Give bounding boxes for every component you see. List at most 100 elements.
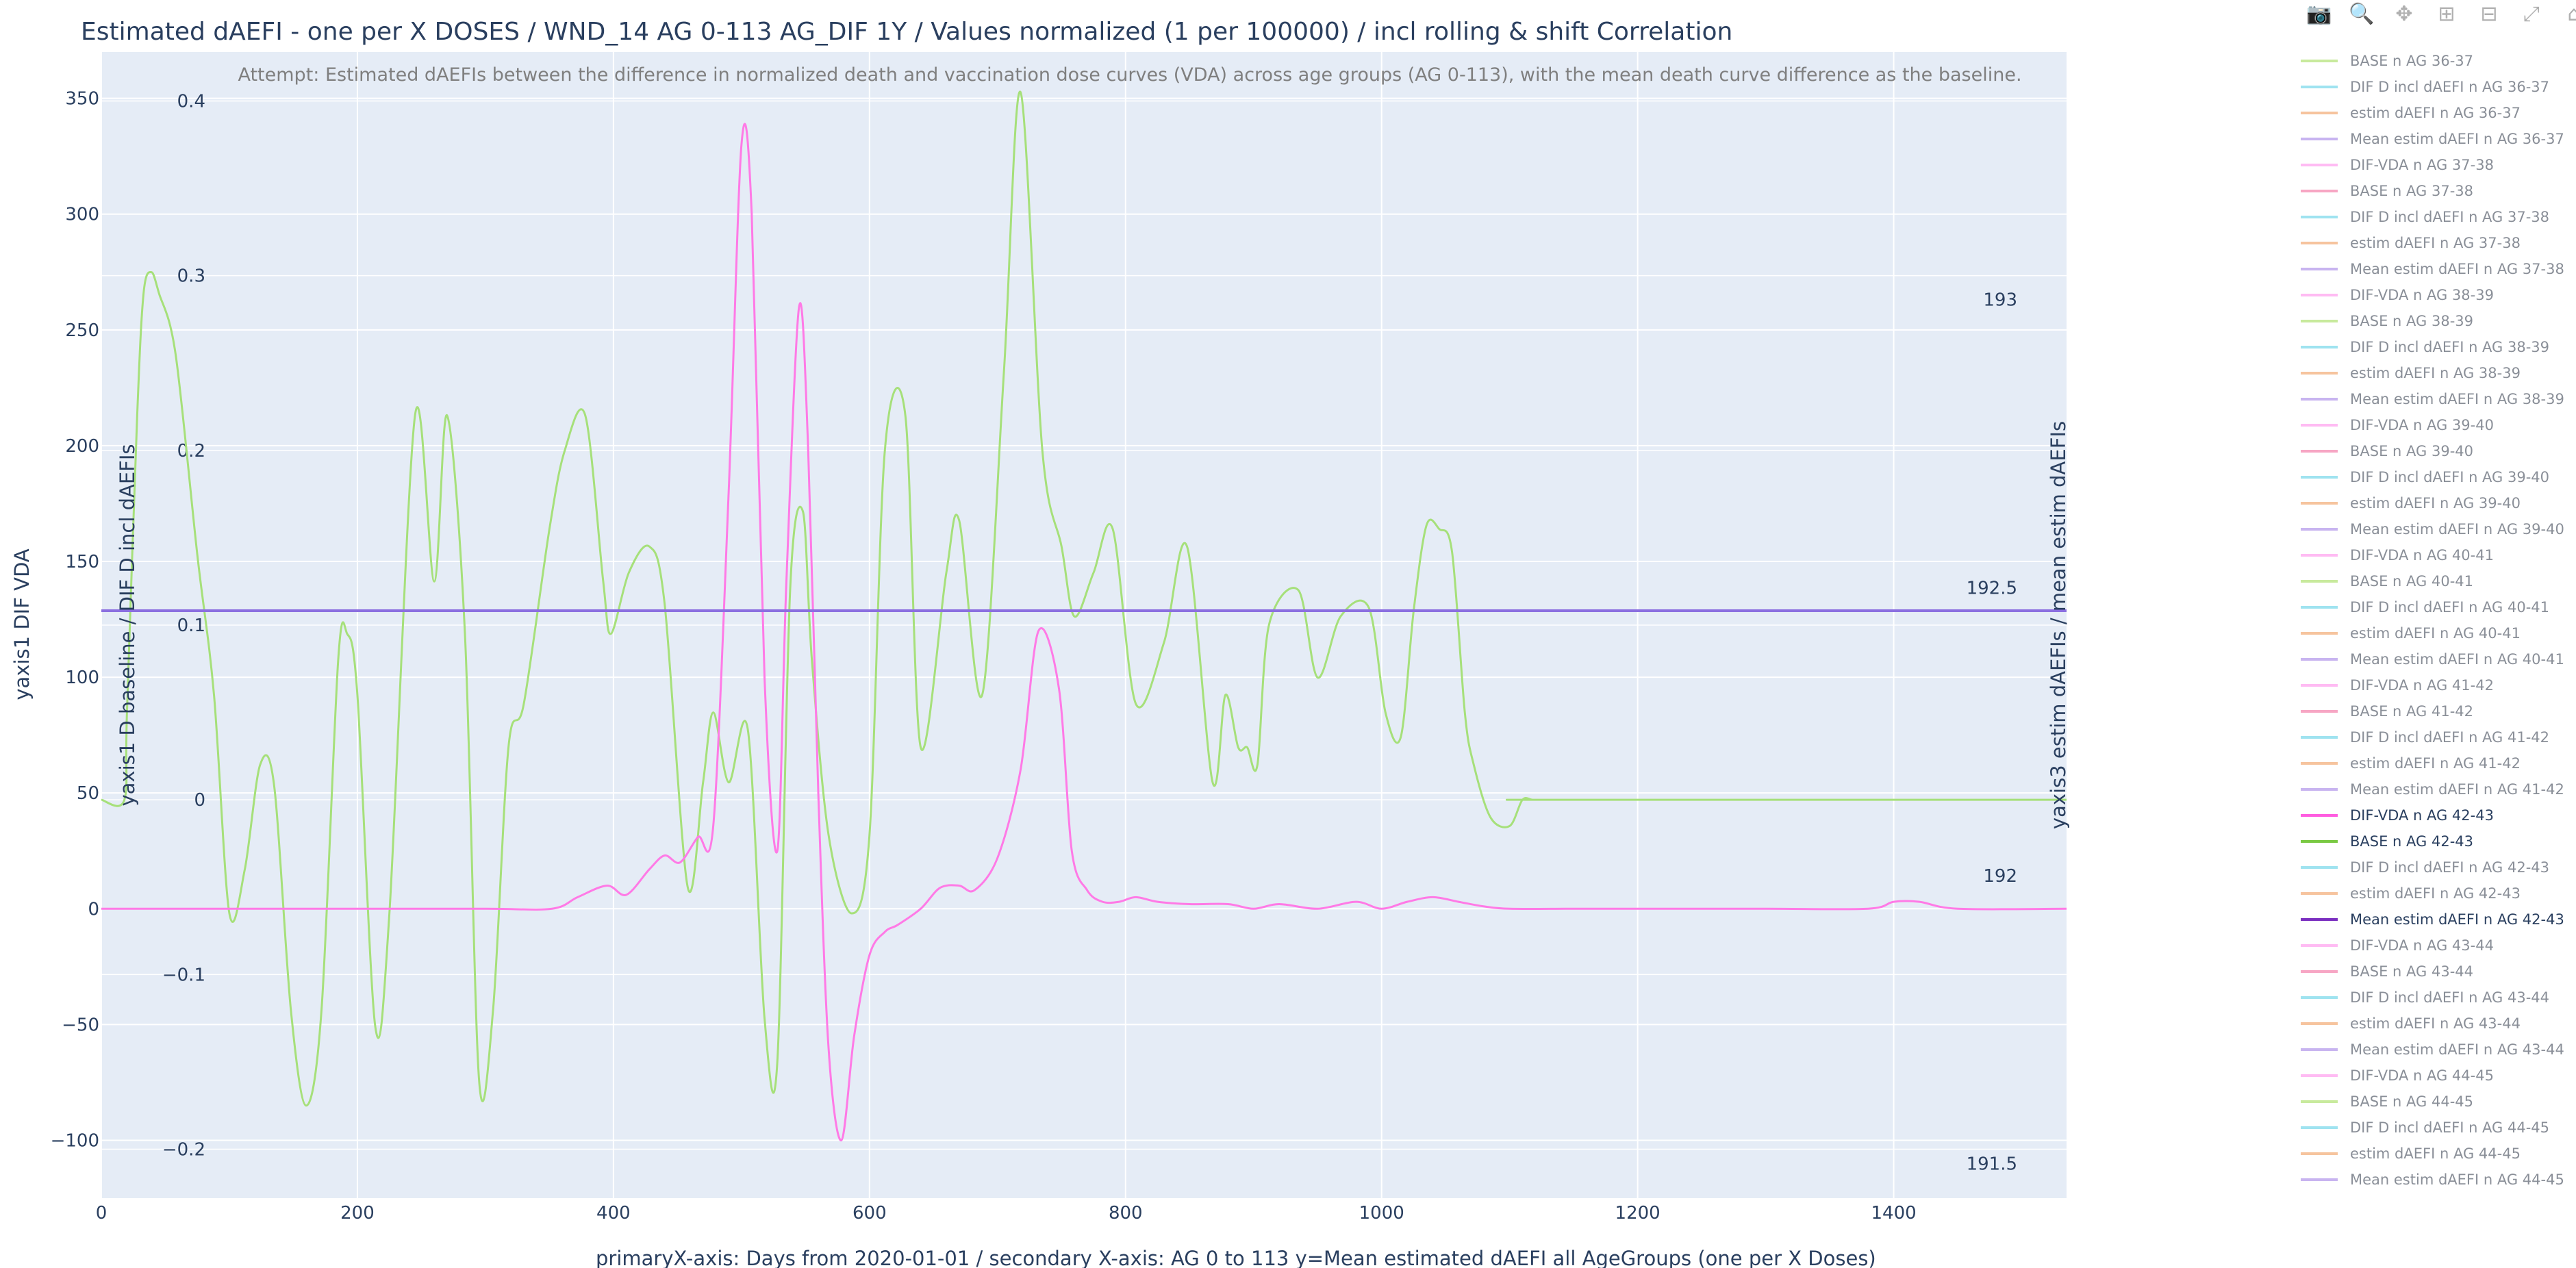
legend-swatch bbox=[2301, 814, 2338, 817]
legend-item[interactable]: BASE n AG 43-44 bbox=[2301, 959, 2473, 985]
series-line-0 bbox=[101, 90, 2067, 1107]
y3-tick-label: 193 bbox=[1983, 290, 2017, 311]
legend-item[interactable]: DIF-VDA n AG 40-41 bbox=[2301, 542, 2494, 568]
x-axis-title: primaryX-axis: Days from 2020-01-01 / se… bbox=[596, 1247, 1876, 1268]
legend-item[interactable]: estim dAEFI n AG 38-39 bbox=[2301, 360, 2521, 386]
legend-swatch bbox=[2301, 918, 2338, 921]
legend-item[interactable]: DIF D incl dAEFI n AG 36-37 bbox=[2301, 74, 2549, 100]
legend-item[interactable]: estim dAEFI n AG 40-41 bbox=[2301, 620, 2521, 646]
legend-item[interactable]: BASE n AG 44-45 bbox=[2301, 1089, 2473, 1115]
legend-swatch bbox=[2301, 320, 2338, 322]
legend-item[interactable]: DIF-VDA n AG 37-38 bbox=[2301, 152, 2494, 178]
legend-label: BASE n AG 41-42 bbox=[2350, 703, 2473, 720]
legend-swatch bbox=[2301, 346, 2338, 348]
zoom-icon[interactable]: 🔍 bbox=[2349, 1, 2375, 26]
legend-item[interactable]: DIF-VDA n AG 42-43 bbox=[2301, 802, 2494, 828]
legend-item[interactable]: estim dAEFI n AG 42-43 bbox=[2301, 880, 2521, 906]
legend-item[interactable]: BASE n AG 41-42 bbox=[2301, 698, 2473, 724]
legend-swatch bbox=[2301, 710, 2338, 713]
legend-item[interactable]: DIF D incl dAEFI n AG 43-44 bbox=[2301, 985, 2549, 1011]
legend-item[interactable]: Mean estim dAEFI n AG 37-38 bbox=[2301, 256, 2564, 282]
reset-axes-icon[interactable]: ⌂ bbox=[2567, 1, 2576, 26]
legend-label: DIF-VDA n AG 38-39 bbox=[2350, 287, 2494, 303]
legend-item[interactable]: estim dAEFI n AG 36-37 bbox=[2301, 100, 2521, 126]
legend-item[interactable]: DIF D incl dAEFI n AG 40-41 bbox=[2301, 594, 2549, 620]
legend-item[interactable]: DIF-VDA n AG 43-44 bbox=[2301, 933, 2494, 959]
legend-swatch bbox=[2301, 1152, 2338, 1155]
legend-label: DIF D incl dAEFI n AG 44-45 bbox=[2350, 1119, 2550, 1136]
legend-item[interactable]: DIF-VDA n AG 38-39 bbox=[2301, 282, 2494, 308]
legend-label: Mean estim dAEFI n AG 41-42 bbox=[2350, 781, 2564, 798]
legend-item[interactable]: DIF D incl dAEFI n AG 38-39 bbox=[2301, 334, 2549, 360]
legend-item[interactable]: Mean estim dAEFI n AG 41-42 bbox=[2301, 776, 2564, 802]
y3-tick-label: 192 bbox=[1983, 866, 2017, 887]
legend-label: estim dAEFI n AG 36-37 bbox=[2350, 105, 2521, 121]
legend-item[interactable]: BASE n AG 40-41 bbox=[2301, 568, 2473, 594]
legend-item[interactable]: BASE n AG 38-39 bbox=[2301, 308, 2473, 334]
x-tick-label: 1200 bbox=[1615, 1203, 1660, 1223]
legend-item[interactable]: estim dAEFI n AG 39-40 bbox=[2301, 490, 2521, 516]
legend-label: Mean estim dAEFI n AG 44-45 bbox=[2350, 1171, 2564, 1188]
legend-item[interactable]: DIF D incl dAEFI n AG 42-43 bbox=[2301, 854, 2549, 880]
legend-item[interactable]: DIF-VDA n AG 39-40 bbox=[2301, 412, 2494, 438]
legend-label: DIF D incl dAEFI n AG 41-42 bbox=[2350, 729, 2550, 746]
legend-item[interactable]: Mean estim dAEFI n AG 43-44 bbox=[2301, 1037, 2564, 1063]
legend-item[interactable]: estim dAEFI n AG 41-42 bbox=[2301, 750, 2521, 776]
legend-item[interactable]: estim dAEFI n AG 37-38 bbox=[2301, 230, 2521, 256]
legend-swatch bbox=[2301, 372, 2338, 375]
zoom-in-icon[interactable]: ⊞ bbox=[2438, 1, 2455, 26]
y1-tick-label: 250 bbox=[65, 320, 99, 341]
legend-label: BASE n AG 42-43 bbox=[2350, 833, 2473, 850]
legend-item[interactable]: DIF D incl dAEFI n AG 37-38 bbox=[2301, 204, 2549, 230]
legend-item[interactable]: Mean estim dAEFI n AG 42-43 bbox=[2301, 906, 2564, 933]
legend-item[interactable]: BASE n AG 36-37 bbox=[2301, 48, 2473, 74]
y1-tick-label: 100 bbox=[65, 668, 99, 688]
legend-item[interactable]: DIF-VDA n AG 44-45 bbox=[2301, 1063, 2494, 1089]
pan-icon[interactable]: ✥ bbox=[2395, 1, 2413, 26]
legend-item[interactable]: Mean estim dAEFI n AG 38-39 bbox=[2301, 386, 2564, 412]
legend-label: estim dAEFI n AG 38-39 bbox=[2350, 365, 2521, 381]
y1-tick-label: 50 bbox=[77, 783, 99, 804]
legend-item[interactable]: DIF D incl dAEFI n AG 39-40 bbox=[2301, 464, 2549, 490]
legend-item[interactable]: BASE n AG 39-40 bbox=[2301, 438, 2473, 464]
legend-item[interactable]: BASE n AG 42-43 bbox=[2301, 828, 2473, 854]
legend-label: Mean estim dAEFI n AG 42-43 bbox=[2350, 911, 2564, 928]
legend-item[interactable]: Mean estim dAEFI n AG 36-37 bbox=[2301, 126, 2564, 152]
legend-label: DIF D incl dAEFI n AG 40-41 bbox=[2350, 599, 2550, 616]
legend-swatch bbox=[2301, 788, 2338, 791]
legend-swatch bbox=[2301, 1100, 2338, 1103]
y1-axis-title: yaxis1 DIF VDA bbox=[10, 548, 34, 700]
x-tick-label: 0 bbox=[96, 1203, 108, 1223]
legend-swatch bbox=[2301, 736, 2338, 739]
legend-item[interactable]: DIF-VDA n AG 41-42 bbox=[2301, 672, 2494, 698]
legend-label: estim dAEFI n AG 42-43 bbox=[2350, 885, 2521, 902]
legend-label: DIF-VDA n AG 44-45 bbox=[2350, 1067, 2494, 1084]
y2-axis-title: yaxis1 D baseline / DIF D incl dAEFIs bbox=[116, 444, 139, 806]
legend-item[interactable]: BASE n AG 37-38 bbox=[2301, 178, 2473, 204]
legend-item[interactable]: Mean estim dAEFI n AG 39-40 bbox=[2301, 516, 2564, 542]
legend-swatch bbox=[2301, 1126, 2338, 1129]
autoscale-icon[interactable]: ⤢ bbox=[2523, 1, 2540, 26]
legend-swatch bbox=[2301, 138, 2338, 140]
camera-icon[interactable]: 📷 bbox=[2306, 1, 2332, 26]
legend-label: Mean estim dAEFI n AG 39-40 bbox=[2350, 521, 2564, 537]
legend-item[interactable]: DIF D incl dAEFI n AG 41-42 bbox=[2301, 724, 2549, 750]
legend-item[interactable]: Mean estim dAEFI n AG 44-45 bbox=[2301, 1167, 2564, 1193]
y1-tick-label: 150 bbox=[65, 552, 99, 572]
legend-label: BASE n AG 39-40 bbox=[2350, 443, 2473, 459]
zoom-out-icon[interactable]: ⊟ bbox=[2480, 1, 2498, 26]
legend-label: DIF-VDA n AG 37-38 bbox=[2350, 157, 2494, 173]
legend-item[interactable]: estim dAEFI n AG 44-45 bbox=[2301, 1141, 2521, 1167]
legend-item[interactable]: DIF D incl dAEFI n AG 44-45 bbox=[2301, 1115, 2549, 1141]
legend-swatch bbox=[2301, 944, 2338, 947]
legend-item[interactable]: Mean estim dAEFI n AG 40-41 bbox=[2301, 646, 2564, 672]
legend-label: estim dAEFI n AG 40-41 bbox=[2350, 625, 2521, 642]
y3-tick-label: 191.5 bbox=[1967, 1154, 2017, 1175]
legend-swatch bbox=[2301, 164, 2338, 166]
legend-item[interactable]: estim dAEFI n AG 43-44 bbox=[2301, 1011, 2521, 1037]
legend-label: BASE n AG 44-45 bbox=[2350, 1093, 2473, 1110]
legend-swatch bbox=[2301, 398, 2338, 401]
legend-swatch bbox=[2301, 476, 2338, 479]
legend-label: Mean estim dAEFI n AG 36-37 bbox=[2350, 131, 2564, 147]
legend-label: Mean estim dAEFI n AG 43-44 bbox=[2350, 1041, 2564, 1058]
